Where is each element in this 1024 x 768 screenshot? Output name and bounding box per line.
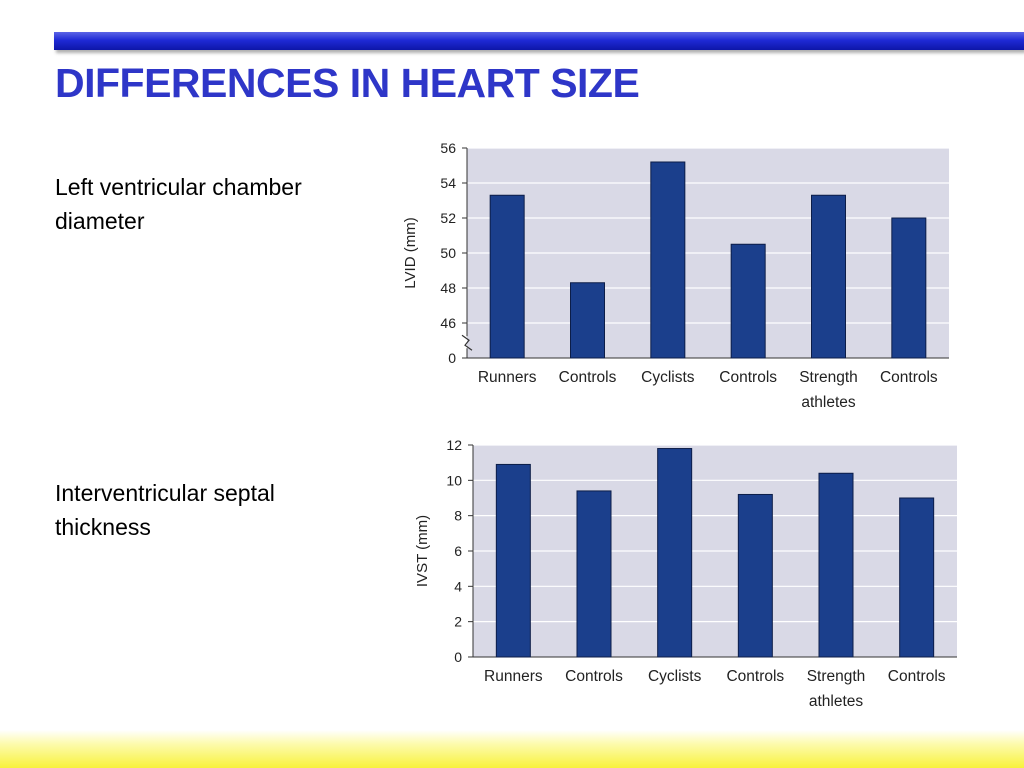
- x-category-label: Controls: [880, 369, 938, 386]
- y-tick-label: 0: [448, 350, 456, 366]
- y-tick-label: 12: [446, 437, 462, 453]
- chart1-description: Left ventricular chamber diameter: [55, 170, 302, 238]
- bar: [489, 194, 525, 359]
- title-underline-bar: [54, 32, 1024, 50]
- ivst-bar-chart: 12 10 8 6 4 2 0 IVST (mm) Runners Controls Cyclist…: [414, 437, 957, 710]
- chart2-description-line: Interventricular septal: [55, 480, 275, 506]
- x-category-label: Controls: [559, 369, 617, 386]
- x-category-label: Cyclists: [648, 668, 702, 685]
- chart1-description-line: Left ventricular chamber: [55, 174, 302, 200]
- y-tick-label: 56: [440, 140, 456, 156]
- y-tick-label: 6: [454, 543, 462, 559]
- bar: [891, 217, 927, 359]
- x-category-label: athletes: [801, 394, 856, 411]
- bar: [570, 282, 605, 359]
- bar: [737, 493, 773, 658]
- bar: [657, 448, 693, 658]
- x-category-label: Controls: [719, 369, 777, 386]
- chart2-description: Interventricular septal thickness: [55, 476, 275, 544]
- x-category-label: Runners: [478, 369, 537, 386]
- y-tick-label: 50: [440, 245, 456, 261]
- y-tick-label: 4: [454, 578, 462, 594]
- x-category-label: athletes: [809, 693, 864, 710]
- y-tick-label: 10: [446, 472, 462, 488]
- y-axis-label: IVST (mm): [414, 515, 431, 587]
- bar: [899, 497, 935, 658]
- y-tick-label: 2: [454, 614, 462, 630]
- y-tick-label: 54: [440, 175, 456, 191]
- bar: [576, 490, 612, 658]
- x-category-label: Strength: [807, 668, 866, 685]
- x-category-label: Controls: [726, 668, 784, 685]
- chart1-description-line: diameter: [55, 208, 145, 234]
- y-tick-label: 0: [454, 649, 462, 665]
- bar: [495, 463, 531, 658]
- bar: [650, 161, 686, 359]
- x-category-label: Controls: [565, 668, 623, 685]
- axis-break-mark: [461, 334, 473, 351]
- y-tick-label: 48: [440, 280, 456, 296]
- slide-title: DIFFERENCES IN HEART SIZE: [55, 60, 640, 106]
- y-axis-label: LVID (mm): [402, 217, 419, 288]
- y-tick-label: 8: [454, 508, 462, 524]
- y-tick-label: 52: [440, 210, 456, 226]
- bar: [730, 243, 766, 359]
- x-category-label: Cyclists: [641, 369, 695, 386]
- x-category-label: Runners: [484, 668, 543, 685]
- y-tick-label: 46: [440, 315, 456, 331]
- footer-gradient-bar: [0, 730, 1024, 768]
- lvid-bar-chart: 56 54 52 50 48 46 0 LVID (mm) Runners Controls Cyc…: [402, 140, 949, 411]
- x-category-label: Strength: [799, 369, 858, 386]
- bar: [811, 194, 846, 359]
- chart2-description-line: thickness: [55, 514, 151, 540]
- x-category-label: Controls: [888, 668, 946, 685]
- bar: [818, 472, 854, 658]
